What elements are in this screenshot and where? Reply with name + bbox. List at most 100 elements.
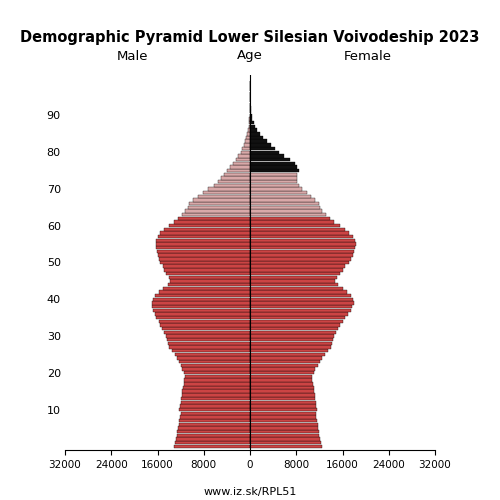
Bar bbox=[250, 128, 258, 132]
Bar bbox=[180, 412, 250, 415]
Bar bbox=[182, 213, 250, 216]
Bar bbox=[250, 114, 252, 117]
Bar bbox=[250, 202, 319, 205]
Bar bbox=[250, 154, 284, 158]
Bar bbox=[238, 154, 250, 158]
Bar bbox=[250, 257, 351, 260]
Bar bbox=[175, 441, 250, 444]
Bar bbox=[250, 430, 319, 434]
Bar bbox=[250, 290, 347, 294]
Bar bbox=[156, 239, 250, 242]
Bar bbox=[172, 349, 250, 352]
Bar bbox=[183, 386, 250, 389]
Bar bbox=[194, 198, 250, 202]
Bar bbox=[170, 279, 250, 282]
Bar bbox=[250, 368, 316, 371]
Bar bbox=[162, 264, 250, 268]
Bar bbox=[250, 444, 322, 448]
Bar bbox=[184, 371, 250, 374]
Bar bbox=[179, 422, 250, 426]
Bar bbox=[242, 147, 250, 150]
Bar bbox=[178, 216, 250, 220]
Bar bbox=[250, 228, 345, 231]
Bar bbox=[169, 224, 250, 228]
Bar bbox=[250, 235, 353, 238]
Bar bbox=[202, 191, 250, 194]
Bar bbox=[158, 257, 250, 260]
Bar bbox=[188, 206, 250, 209]
Bar bbox=[250, 250, 354, 253]
Bar bbox=[250, 136, 263, 139]
Bar bbox=[250, 210, 322, 212]
Bar bbox=[250, 386, 314, 389]
Bar bbox=[152, 301, 250, 304]
Bar bbox=[156, 242, 250, 246]
Bar bbox=[156, 246, 250, 250]
Bar bbox=[250, 242, 356, 246]
Bar bbox=[250, 140, 267, 143]
Bar bbox=[169, 276, 250, 279]
Bar bbox=[168, 283, 250, 286]
Bar bbox=[166, 272, 250, 275]
Bar bbox=[250, 220, 334, 224]
Bar bbox=[184, 375, 250, 378]
Bar bbox=[181, 397, 250, 400]
Bar bbox=[168, 342, 250, 345]
Bar bbox=[156, 316, 250, 320]
Bar bbox=[221, 176, 250, 180]
Bar bbox=[184, 382, 250, 386]
Text: Age: Age bbox=[237, 50, 263, 62]
Bar bbox=[250, 132, 260, 136]
Bar bbox=[250, 264, 346, 268]
Bar bbox=[250, 441, 321, 444]
Bar bbox=[250, 312, 348, 316]
Bar bbox=[224, 172, 250, 176]
Bar bbox=[246, 136, 250, 139]
Bar bbox=[214, 184, 250, 187]
Bar bbox=[174, 220, 250, 224]
Bar bbox=[182, 390, 250, 393]
Bar bbox=[250, 301, 354, 304]
Bar bbox=[248, 125, 250, 128]
Bar bbox=[250, 147, 275, 150]
Bar bbox=[177, 356, 250, 360]
Bar bbox=[218, 180, 250, 184]
Bar bbox=[250, 191, 307, 194]
Bar bbox=[244, 143, 250, 146]
Bar bbox=[175, 352, 250, 356]
Bar bbox=[164, 268, 250, 272]
Bar bbox=[179, 360, 250, 364]
Bar bbox=[250, 320, 342, 323]
Bar bbox=[250, 419, 317, 422]
Bar bbox=[250, 118, 252, 121]
Text: Female: Female bbox=[344, 50, 392, 62]
Bar bbox=[236, 158, 250, 162]
Bar bbox=[250, 188, 302, 190]
Bar bbox=[250, 272, 340, 275]
Bar bbox=[157, 250, 250, 253]
Bar bbox=[250, 438, 320, 440]
Bar bbox=[250, 125, 256, 128]
Bar bbox=[160, 324, 250, 326]
Bar bbox=[246, 140, 250, 143]
Bar bbox=[250, 397, 316, 400]
Bar bbox=[250, 349, 328, 352]
Bar bbox=[169, 346, 250, 349]
Bar bbox=[250, 400, 316, 404]
Bar bbox=[250, 150, 279, 154]
Bar bbox=[250, 305, 352, 308]
Bar bbox=[250, 294, 351, 298]
Bar bbox=[153, 308, 250, 312]
Bar bbox=[164, 286, 250, 290]
Bar bbox=[250, 213, 326, 216]
Text: Demographic Pyramid Lower Silesian Voivodeship 2023: Demographic Pyramid Lower Silesian Voivo… bbox=[20, 30, 479, 45]
Bar bbox=[250, 308, 350, 312]
Bar bbox=[153, 298, 250, 301]
Bar bbox=[250, 184, 299, 187]
Bar bbox=[250, 364, 318, 367]
Bar bbox=[184, 378, 250, 382]
Bar bbox=[250, 346, 331, 349]
Bar bbox=[241, 150, 250, 154]
Bar bbox=[250, 330, 336, 334]
Bar bbox=[250, 176, 297, 180]
